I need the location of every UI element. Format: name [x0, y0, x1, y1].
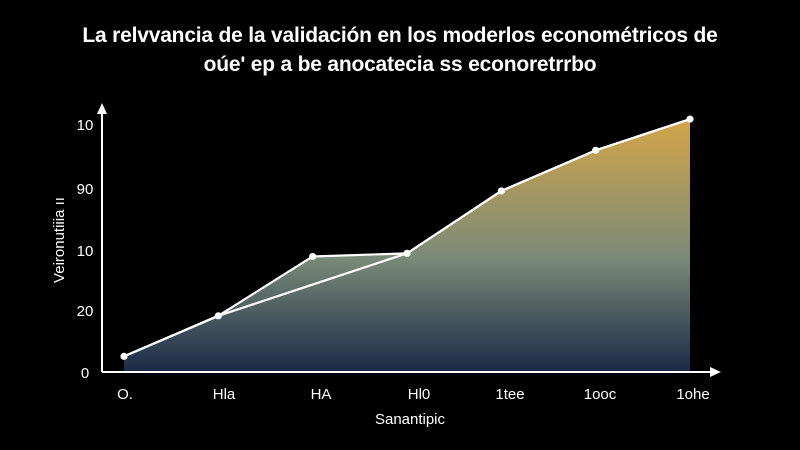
x-tick-label: HA — [311, 386, 332, 403]
x-axis-arrow — [710, 367, 721, 377]
data-point — [309, 252, 317, 261]
x-axis-label: Sanantipic — [375, 411, 446, 428]
data-point — [592, 146, 600, 154]
y-tick-label: 20 — [77, 303, 94, 320]
y-tick-label: 10 — [77, 117, 94, 134]
data-point — [497, 187, 505, 195]
x-tick-label: 1ohe — [676, 386, 709, 403]
x-tick-label: Hla — [213, 386, 236, 403]
data-point — [686, 115, 694, 123]
area-fill — [124, 119, 690, 372]
data-point — [120, 352, 128, 360]
y-tick-label: 90 — [77, 181, 94, 198]
data-point — [403, 249, 411, 257]
x-tick-label: O. — [117, 386, 133, 403]
y-tick-label: 10 — [77, 243, 94, 260]
chart-subtitle: oúe' ep a be anocatecia ss econoretrrbo — [203, 53, 597, 76]
y-axis-arrow — [97, 103, 107, 114]
x-tick-label: 1ooc — [584, 386, 617, 403]
data-point — [214, 312, 222, 320]
y-axis-label: Veironutiiia ıı — [51, 197, 68, 283]
x-tick-label: 1tee — [495, 386, 524, 403]
chart-title: La relvvancia de la validación en los mo… — [82, 24, 718, 47]
y-tick-label: 0 — [81, 365, 89, 382]
x-tick-label: Hl0 — [408, 386, 431, 403]
